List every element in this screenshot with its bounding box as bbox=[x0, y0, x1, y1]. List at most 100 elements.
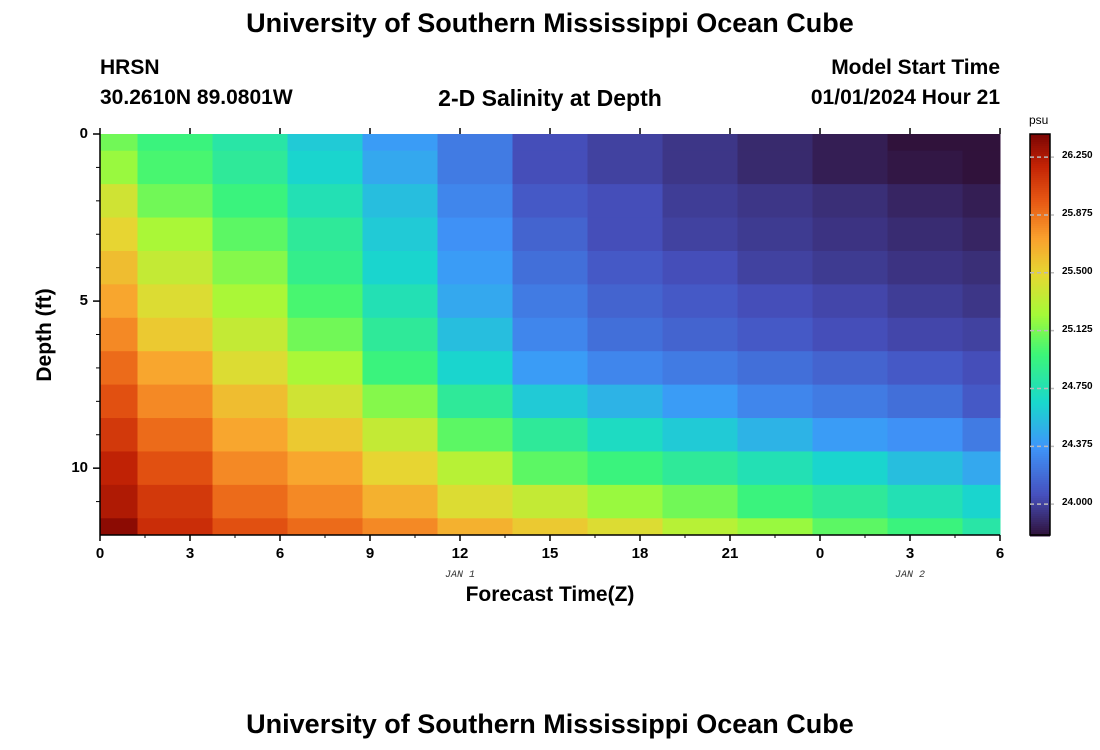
colorbar-segment bbox=[1030, 306, 1050, 309]
heatmap-cell bbox=[737, 250, 813, 285]
heatmap-cell bbox=[100, 217, 138, 252]
heatmap-cell bbox=[962, 384, 1001, 419]
day-label: JAN 1 bbox=[444, 570, 475, 581]
colorbar-segment bbox=[1030, 524, 1050, 527]
colorbar-segment bbox=[1030, 516, 1050, 519]
colorbar-segment bbox=[1030, 384, 1050, 387]
heatmap-cell bbox=[512, 250, 588, 285]
heatmap-cell bbox=[287, 184, 363, 219]
colorbar-segment bbox=[1030, 146, 1050, 149]
colorbar-segment bbox=[1030, 454, 1050, 457]
colorbar-segment bbox=[1030, 348, 1050, 351]
heatmap-cell bbox=[287, 384, 363, 419]
heatmap-cell bbox=[437, 351, 513, 386]
colorbar-segment bbox=[1030, 414, 1050, 417]
colorbar-segment bbox=[1030, 480, 1050, 483]
colorbar-segment bbox=[1030, 422, 1050, 425]
colorbar-segment bbox=[1030, 144, 1050, 147]
colorbar-segment bbox=[1030, 510, 1050, 513]
footer-title: University of Southern Mississippi Ocean… bbox=[246, 709, 854, 739]
heatmap-cell bbox=[737, 418, 813, 452]
colorbar-segment bbox=[1030, 440, 1050, 443]
heatmap-cell bbox=[662, 484, 738, 519]
heatmap-cell bbox=[962, 451, 1001, 486]
colorbar-segment bbox=[1030, 268, 1050, 271]
heatmap-cell bbox=[287, 317, 363, 352]
colorbar-segment bbox=[1030, 200, 1050, 203]
heatmap-cell bbox=[100, 418, 138, 452]
colorbar-segment bbox=[1030, 172, 1050, 175]
colorbar-segment bbox=[1030, 342, 1050, 345]
heatmap-cell bbox=[662, 451, 738, 486]
heatmap-cell bbox=[887, 317, 963, 352]
heatmap-cell bbox=[212, 217, 288, 252]
colorbar-segment bbox=[1030, 238, 1050, 241]
colorbar-segment bbox=[1030, 202, 1050, 205]
heatmap-cell bbox=[737, 384, 813, 419]
heatmap-cell bbox=[212, 150, 288, 185]
colorbar-segment bbox=[1030, 286, 1050, 289]
colorbar-segment bbox=[1030, 412, 1050, 415]
colorbar-segment bbox=[1030, 302, 1050, 305]
colorbar-segment bbox=[1030, 182, 1050, 185]
colorbar-segment bbox=[1030, 426, 1050, 429]
heatmap-cell bbox=[737, 134, 813, 152]
colorbar-segment bbox=[1030, 284, 1050, 287]
heatmap-cell bbox=[287, 484, 363, 519]
colorbar-segment bbox=[1030, 358, 1050, 361]
colorbar-segment bbox=[1030, 236, 1050, 239]
colorbar-segment bbox=[1030, 394, 1050, 397]
heatmap-cell bbox=[962, 134, 1001, 152]
colorbar-segment bbox=[1030, 184, 1050, 187]
colorbar-segment bbox=[1030, 376, 1050, 379]
colorbar-segment bbox=[1030, 438, 1050, 441]
colorbar-segment bbox=[1030, 204, 1050, 207]
heatmap-cell bbox=[212, 484, 288, 519]
heatmap-cell bbox=[587, 518, 663, 536]
colorbar-segment bbox=[1030, 222, 1050, 225]
colorbar-segment bbox=[1030, 470, 1050, 473]
heatmap-cell bbox=[887, 484, 963, 519]
colorbar-segment bbox=[1030, 460, 1050, 463]
heatmap-cell bbox=[362, 418, 438, 452]
heatmap-cell bbox=[100, 250, 138, 285]
colorbar-segment bbox=[1030, 270, 1050, 273]
colorbar-segment bbox=[1030, 260, 1050, 263]
x-tick-label: 0 bbox=[815, 545, 825, 562]
heatmap-cell bbox=[812, 418, 888, 452]
heatmap-cell bbox=[287, 284, 363, 319]
heatmap-cell bbox=[587, 484, 663, 519]
colorbar-segment bbox=[1030, 194, 1050, 197]
colorbar-segment bbox=[1030, 294, 1050, 297]
colorbar-segment bbox=[1030, 298, 1050, 301]
colorbar-segment bbox=[1030, 418, 1050, 421]
colorbar-segment bbox=[1030, 162, 1050, 165]
heatmap-cell bbox=[287, 518, 363, 536]
colorbar-segment bbox=[1030, 442, 1050, 445]
x-tick-label: 9 bbox=[365, 545, 375, 562]
model-start-time: 01/01/2024 Hour 21 bbox=[810, 86, 1000, 109]
colorbar-segment bbox=[1030, 322, 1050, 325]
heatmap-cell bbox=[737, 150, 813, 185]
heatmap-cell bbox=[587, 250, 663, 285]
day-label: JAN 2 bbox=[894, 570, 925, 581]
colorbar-segment bbox=[1030, 502, 1050, 505]
colorbar bbox=[1029, 133, 1054, 537]
heatmap-cell bbox=[662, 217, 738, 252]
colorbar-segment bbox=[1030, 292, 1050, 295]
heatmap-cell bbox=[887, 250, 963, 285]
colorbar-segment bbox=[1030, 364, 1050, 367]
colorbar-segment bbox=[1030, 230, 1050, 233]
heatmap-cell bbox=[587, 451, 663, 486]
heatmap-cell bbox=[737, 518, 813, 536]
heatmap-cell bbox=[212, 184, 288, 219]
colorbar-segment bbox=[1030, 160, 1050, 163]
colorbar-segment bbox=[1030, 234, 1050, 237]
heatmap-cell bbox=[887, 384, 963, 419]
colorbar-segment bbox=[1030, 312, 1050, 315]
heatmap-cell bbox=[137, 317, 213, 352]
heatmap-cell bbox=[737, 184, 813, 219]
heatmap-cell bbox=[212, 250, 288, 285]
heatmap-cell bbox=[587, 217, 663, 252]
colorbar-segment bbox=[1030, 328, 1050, 331]
